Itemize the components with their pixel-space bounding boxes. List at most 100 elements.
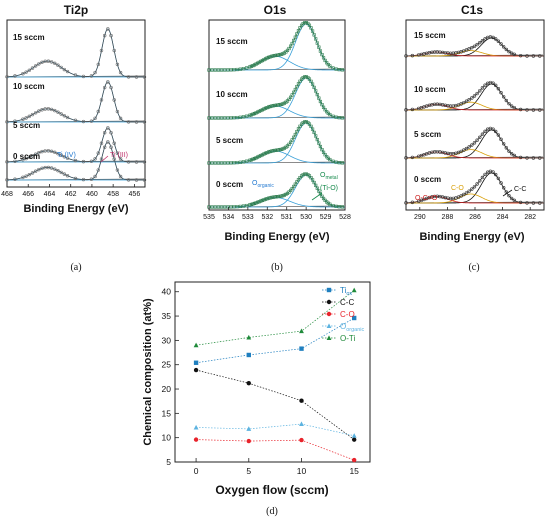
data-point [538,156,542,160]
data-point [30,112,35,117]
data-point [21,157,25,162]
data-point [49,149,54,153]
data-point [472,141,477,145]
data-point [512,52,516,57]
data-point [235,205,239,209]
data-point [81,159,86,164]
data-point [134,75,139,79]
data-point [404,54,408,58]
x-tick-label: 462 [65,191,77,198]
panel-a-spectra [5,27,147,182]
panel-a-row-label: 5 sccm [13,121,40,130]
data-point [40,166,44,171]
data-point [216,205,221,209]
data-point [464,191,469,195]
panel-c-annotation-co: C-O [451,185,464,192]
data-point [245,203,249,208]
panel-c: C1s 290 288 286 284 282 15 sccm 10 sccm 5 sc… [404,3,545,273]
data-point [5,160,9,164]
data-point [467,98,471,102]
data-point [470,96,474,100]
data-point [480,175,485,180]
data-point [93,116,97,120]
data-point [73,158,78,163]
series-2 [193,437,357,463]
caption-a: (a) [70,262,81,273]
data-point [478,179,482,183]
data-point [531,201,536,205]
data-point [102,33,107,38]
data-point [467,47,471,51]
data-point [318,144,323,149]
data-point [334,204,338,208]
panel-c-title: C1s [461,3,483,17]
data-point [518,200,523,205]
data-point [5,75,9,79]
legend-label: O-Ti [340,334,355,343]
data-point [238,204,242,209]
data-point [299,437,304,443]
data-point [314,37,318,41]
data-point [37,151,41,155]
x-tick-label: 464 [44,191,56,198]
y-tick-label: 5 [166,457,171,467]
data-point [112,48,116,53]
data-point [210,116,214,120]
data-point [30,66,35,70]
data-point [404,108,408,112]
data-point [27,68,31,72]
data-point [509,152,514,156]
legend-label: Tiox [340,286,352,297]
data-point [27,155,31,159]
data-point [496,176,501,181]
data-point [73,118,78,123]
panel-b-row-label: 0 sccm [216,180,243,189]
data-point [24,174,28,178]
panel-c-ticks: 290 288 286 284 282 [414,207,536,221]
data-point [504,98,509,103]
data-point [499,137,503,142]
data-point [483,83,487,87]
data-point [299,328,304,334]
caption-b: (b) [271,262,283,273]
data-point [109,85,113,90]
data-point [112,141,116,145]
data-point [472,44,477,48]
data-point [65,156,70,160]
data-point [40,149,44,154]
x-tick-label: 460 [86,191,98,198]
data-point [246,334,252,340]
data-point [507,101,511,106]
data-point [312,85,316,90]
panel-c-xlabel: Binding Energy (eV) [419,231,524,243]
data-point [318,99,323,104]
panel-d-series [193,287,357,463]
panel-b-row-label: 10 sccm [216,90,248,99]
data-point [115,62,120,67]
data-point [509,196,514,201]
series-line [195,369,355,440]
data-point [518,155,523,160]
data-point [21,117,25,121]
data-point [53,150,57,154]
data-point [328,112,332,117]
data-point [351,287,357,293]
data-point [24,156,28,161]
data-point [480,86,485,90]
data-point [56,168,60,173]
data-point [496,133,501,137]
data-point [219,68,224,72]
y-tick-label: 10 [162,433,172,443]
data-point [235,115,239,120]
data-point [30,171,35,175]
data-point [49,166,54,170]
data-point [296,29,301,33]
data-point [494,83,498,88]
data-point [328,157,332,162]
data-point [13,74,17,78]
data-point [494,172,498,177]
data-point [210,205,214,209]
data-point [37,167,41,172]
envelope-fit [405,170,544,204]
